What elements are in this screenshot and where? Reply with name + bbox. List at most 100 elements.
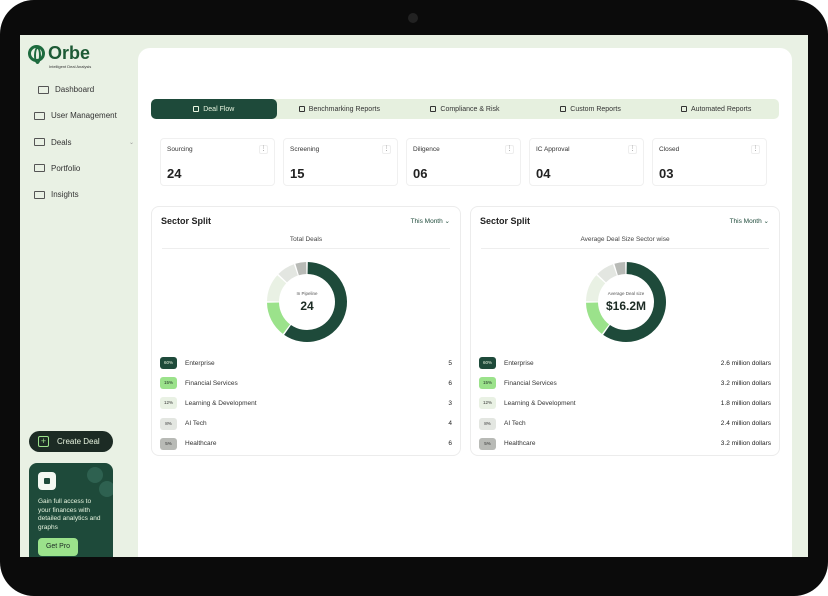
brand-tagline: Intelligent Deal Analysis	[49, 64, 92, 69]
more-vertical-icon[interactable]: ⋮	[751, 145, 760, 154]
sector-name: Financial Services	[185, 379, 238, 387]
donut-chart	[586, 262, 666, 342]
sector-name: Enterprise	[504, 359, 534, 367]
center-value: $16.2M	[605, 299, 647, 313]
legend-row: 12% Learning & Development 3	[160, 393, 452, 413]
insights-icon	[34, 190, 45, 199]
sidebar-item-insights[interactable]: Insights	[34, 190, 134, 199]
legend-row: 5% Healthcare 3.2 million dollars	[479, 434, 771, 454]
donut-segment-financial-services	[267, 302, 291, 334]
sector-name: AI Tech	[185, 420, 207, 428]
screen: Orbe Intelligent Deal Analysis Dashboard…	[20, 35, 808, 557]
grid-icon	[38, 85, 49, 94]
kpi-value: 06	[413, 166, 428, 181]
chevron-down-icon[interactable]: ⌄	[128, 139, 134, 146]
sector-name: Healthcare	[185, 440, 217, 448]
kpi-value: 24	[167, 166, 182, 181]
percent-badge: 12%	[479, 397, 496, 410]
kpi-card: Sourcing ⋮ 24	[160, 138, 275, 186]
more-vertical-icon[interactable]: ⋮	[628, 145, 637, 154]
kpi-label: Diligence	[413, 146, 440, 153]
plus-icon: +	[38, 436, 49, 447]
more-vertical-icon[interactable]: ⋮	[259, 145, 268, 154]
percent-badge: 5%	[479, 437, 496, 450]
kpi-row: Sourcing ⋮ 24 Screening ⋮ 15 Diligence ⋮ 06 IC Ap…	[160, 138, 767, 186]
tab-automated-reports[interactable]: Automated Reports	[653, 99, 779, 119]
promo-card: Gain full access to your finances with d…	[29, 463, 113, 557]
donut-segment-enterprise	[284, 262, 347, 342]
kpi-label: Sourcing	[167, 146, 193, 153]
percent-badge: 15%	[160, 377, 177, 390]
kpi-card: Closed ⋮ 03	[652, 138, 767, 186]
sector-value: 2.4 million dollars	[720, 420, 771, 428]
center-value: 24	[300, 299, 314, 313]
sidebar-item-label: User Management	[51, 111, 117, 121]
calendar-icon	[193, 106, 200, 112]
donut-segment-enterprise	[603, 262, 666, 342]
decor	[99, 481, 113, 497]
sector-value: 1.8 million dollars	[720, 399, 771, 407]
sidebar-item-portfolio[interactable]: Portfolio	[34, 164, 134, 173]
chart-subtitle: Total Deals	[162, 236, 450, 249]
percent-badge: 8%	[160, 417, 177, 430]
tab-label: Benchmarking Reports	[308, 105, 380, 113]
lock-icon	[38, 472, 56, 490]
get-pro-button[interactable]: Get Pro	[38, 538, 78, 556]
center-label: In Pipeline	[296, 291, 318, 296]
legend-row: 15% Financial Services 6	[160, 373, 452, 393]
donut-segment-healthcare	[295, 262, 307, 276]
brand-name: Orbe	[48, 43, 91, 63]
more-vertical-icon[interactable]: ⋮	[382, 145, 391, 154]
mail-icon	[34, 164, 45, 173]
sector-value: 4	[448, 420, 452, 428]
calendar-icon	[430, 106, 437, 112]
donut-segment-learning-development	[586, 275, 606, 302]
period-dropdown[interactable]: This Month ⌄	[730, 217, 769, 225]
legend-row: 15% Financial Services 3.2 million dollars	[479, 373, 771, 393]
percent-badge: 60%	[160, 357, 177, 370]
tab-deal-flow[interactable]: Deal Flow	[151, 99, 277, 119]
sidebar-item-user-management[interactable]: User Management	[34, 111, 134, 120]
sector-value: 6	[448, 379, 452, 387]
kpi-label: Closed	[659, 146, 680, 153]
sidebar-item-label: Deals	[51, 137, 72, 147]
sector-value: 6	[448, 440, 452, 448]
kpi-card: IC Approval ⋮ 04	[529, 138, 644, 186]
tab-custom-reports[interactable]: Custom Reports	[528, 99, 654, 119]
main-panel: Deal Flow Benchmarking Reports Compliance …	[138, 48, 792, 557]
sidebar-item-label: Insights	[51, 190, 79, 200]
legend: 60% Enterprise 2.6 million dollars 15% Finan…	[479, 353, 771, 454]
donut-segment-ai-tech	[597, 264, 618, 283]
tab-benchmarking-reports[interactable]: Benchmarking Reports	[277, 99, 403, 119]
promo-text: Gain full access to your finances with d…	[38, 498, 101, 531]
legend-row: 60% Enterprise 2.6 million dollars	[479, 353, 771, 373]
tab-label: Compliance & Risk	[440, 105, 500, 113]
card-title: Sector Split	[480, 216, 531, 226]
kpi-value: 15	[290, 166, 305, 181]
donut-center: Average Deal size $16.2M	[581, 257, 671, 347]
more-vertical-icon[interactable]: ⋮	[505, 145, 514, 154]
center-label: Average Deal size	[607, 291, 645, 296]
donut-center: In Pipeline 24	[262, 257, 352, 347]
legend: 60% Enterprise 5 15% Financial Services 6 12% L…	[160, 353, 452, 454]
sector-value: 3	[448, 399, 452, 407]
chart-subtitle: Average Deal Size Sector wise	[481, 236, 769, 249]
chevron-down-icon: ⌄	[763, 218, 769, 225]
create-deal-button[interactable]: + Create Deal	[29, 431, 113, 452]
users-icon	[34, 111, 45, 120]
sector-value: 3.2 million dollars	[720, 379, 771, 387]
tab-compliance-risk[interactable]: Compliance & Risk	[402, 99, 528, 119]
kpi-label: Screening	[290, 146, 320, 153]
sector-name: Learning & Development	[504, 399, 576, 407]
sector-split-card: Sector Split This Month ⌄ Total Deals In …	[151, 206, 461, 456]
percent-badge: 12%	[160, 397, 177, 410]
sidebar-item-deals[interactable]: Deals ⌄	[34, 138, 134, 147]
donut-segment-healthcare	[614, 262, 626, 276]
percent-badge: 8%	[479, 417, 496, 430]
period-dropdown[interactable]: This Month ⌄	[411, 217, 450, 225]
legend-row: 5% Healthcare 6	[160, 434, 452, 454]
sidebar-item-dashboard[interactable]: Dashboard	[34, 85, 134, 94]
sector-value: 2.6 million dollars	[720, 359, 771, 367]
sidebar-item-label: Dashboard	[55, 85, 95, 94]
